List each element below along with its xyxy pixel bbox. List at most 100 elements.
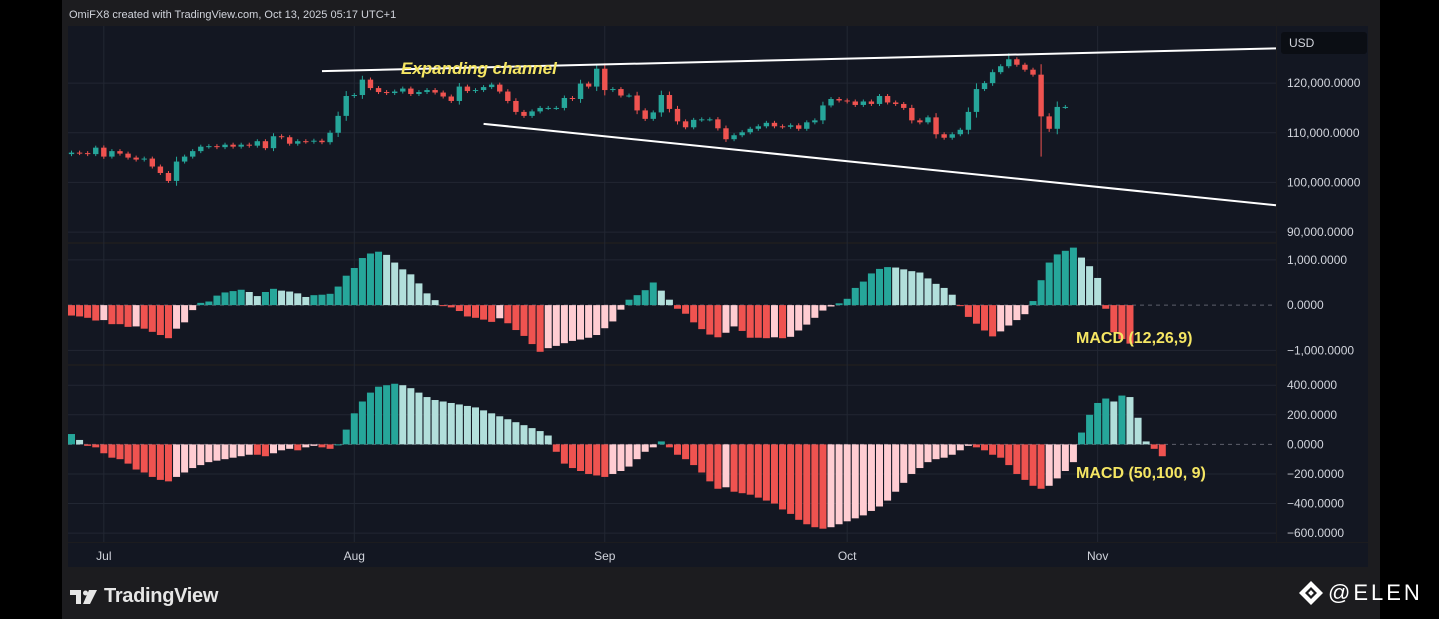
candle xyxy=(828,97,834,108)
histogram-bar xyxy=(657,441,665,445)
candle xyxy=(270,133,277,152)
histogram-bar xyxy=(447,402,455,445)
histogram-bar xyxy=(641,444,649,452)
candle xyxy=(529,109,535,118)
candle-body xyxy=(844,100,850,102)
histogram-bar xyxy=(205,444,213,463)
histogram-bar xyxy=(1094,277,1102,306)
candle-body xyxy=(723,128,729,140)
candle-body xyxy=(981,83,988,90)
histogram-bar xyxy=(827,305,835,307)
candle-body xyxy=(68,152,75,155)
histogram-bar xyxy=(528,305,536,345)
candle xyxy=(989,69,996,86)
histogram-bar xyxy=(811,305,819,318)
histogram-bar xyxy=(520,305,528,336)
histogram-bar xyxy=(1086,414,1094,445)
candle-body xyxy=(1046,116,1052,129)
candle xyxy=(626,93,632,98)
histogram-bar xyxy=(779,305,787,339)
x-tick-label: Oct xyxy=(838,549,857,563)
histogram-bar xyxy=(132,305,140,327)
histogram-bar xyxy=(948,444,956,455)
candle-body xyxy=(739,132,745,136)
histogram-bar xyxy=(148,305,156,332)
histogram-bar xyxy=(867,444,875,511)
histogram-bar xyxy=(213,295,221,306)
candle-body xyxy=(206,146,212,148)
histogram-bar xyxy=(859,444,867,516)
histogram-bar xyxy=(342,429,350,445)
candle-body xyxy=(392,91,398,94)
histogram-bar xyxy=(649,282,657,306)
histogram-bar xyxy=(100,444,108,454)
candle xyxy=(149,156,155,169)
candle-body xyxy=(909,107,915,121)
candle-body xyxy=(286,137,293,144)
histogram-bar xyxy=(124,305,132,327)
histogram-bar xyxy=(924,444,932,463)
histogram-bar xyxy=(504,419,512,445)
histogram-bar xyxy=(116,444,124,460)
price-tick-label: 110,000.0000 xyxy=(1287,126,1360,140)
currency-badge-box[interactable] xyxy=(1281,32,1367,54)
candle-body xyxy=(699,119,705,121)
histogram-bar xyxy=(956,305,964,307)
histogram-bar xyxy=(601,444,609,477)
histogram-bar xyxy=(552,444,560,452)
histogram-bar xyxy=(407,388,415,445)
candle-body xyxy=(828,98,834,106)
histogram-bar xyxy=(641,290,649,306)
histogram-bar xyxy=(536,305,544,352)
candle-body xyxy=(957,129,963,135)
candle-body xyxy=(682,121,689,128)
histogram-bar xyxy=(956,444,964,451)
histogram-bar xyxy=(997,305,1005,332)
histogram-bar xyxy=(278,444,286,451)
candle xyxy=(351,93,357,98)
histogram-bar xyxy=(108,305,116,325)
candle-body xyxy=(658,95,665,113)
histogram-bar xyxy=(811,444,819,528)
histogram-bar xyxy=(1069,247,1077,306)
histogram-bar xyxy=(350,268,358,306)
price-pane-bg xyxy=(68,26,1276,242)
candle-body xyxy=(472,90,479,92)
macd1-tick-label: −1,000.0000 xyxy=(1287,343,1354,357)
histogram-bar xyxy=(189,444,197,469)
candle xyxy=(125,151,131,160)
candle-body xyxy=(165,172,172,181)
histogram-bar xyxy=(1053,254,1061,306)
candle-body xyxy=(925,117,931,123)
candle-body xyxy=(1054,106,1060,129)
histogram-bar xyxy=(399,385,407,445)
currency-badge[interactable]: USD xyxy=(1289,36,1315,50)
histogram-bar xyxy=(568,444,576,469)
candle-body xyxy=(303,141,309,143)
candle xyxy=(884,94,891,105)
histogram-bar xyxy=(286,291,294,306)
candle-body xyxy=(488,84,495,88)
histogram-bar xyxy=(1110,401,1118,445)
candle xyxy=(327,130,333,145)
histogram-bar xyxy=(1021,444,1029,480)
histogram-bar xyxy=(278,290,286,306)
candle xyxy=(1030,67,1036,77)
histogram-bar xyxy=(108,444,116,458)
histogram-bar xyxy=(706,444,714,482)
histogram-bar xyxy=(560,305,568,344)
histogram-bar xyxy=(940,444,948,458)
candle-body xyxy=(181,156,188,162)
candle xyxy=(804,120,810,131)
candle-body xyxy=(1014,59,1020,65)
candle-body xyxy=(820,105,826,121)
histogram-bar xyxy=(318,294,326,306)
x-tick-label: Nov xyxy=(1087,549,1108,563)
candle-body xyxy=(149,158,155,167)
histogram-bar xyxy=(835,303,843,306)
histogram-bar xyxy=(334,286,342,306)
candle xyxy=(367,77,374,91)
candle-body xyxy=(618,89,624,96)
histogram-bar xyxy=(496,305,504,319)
